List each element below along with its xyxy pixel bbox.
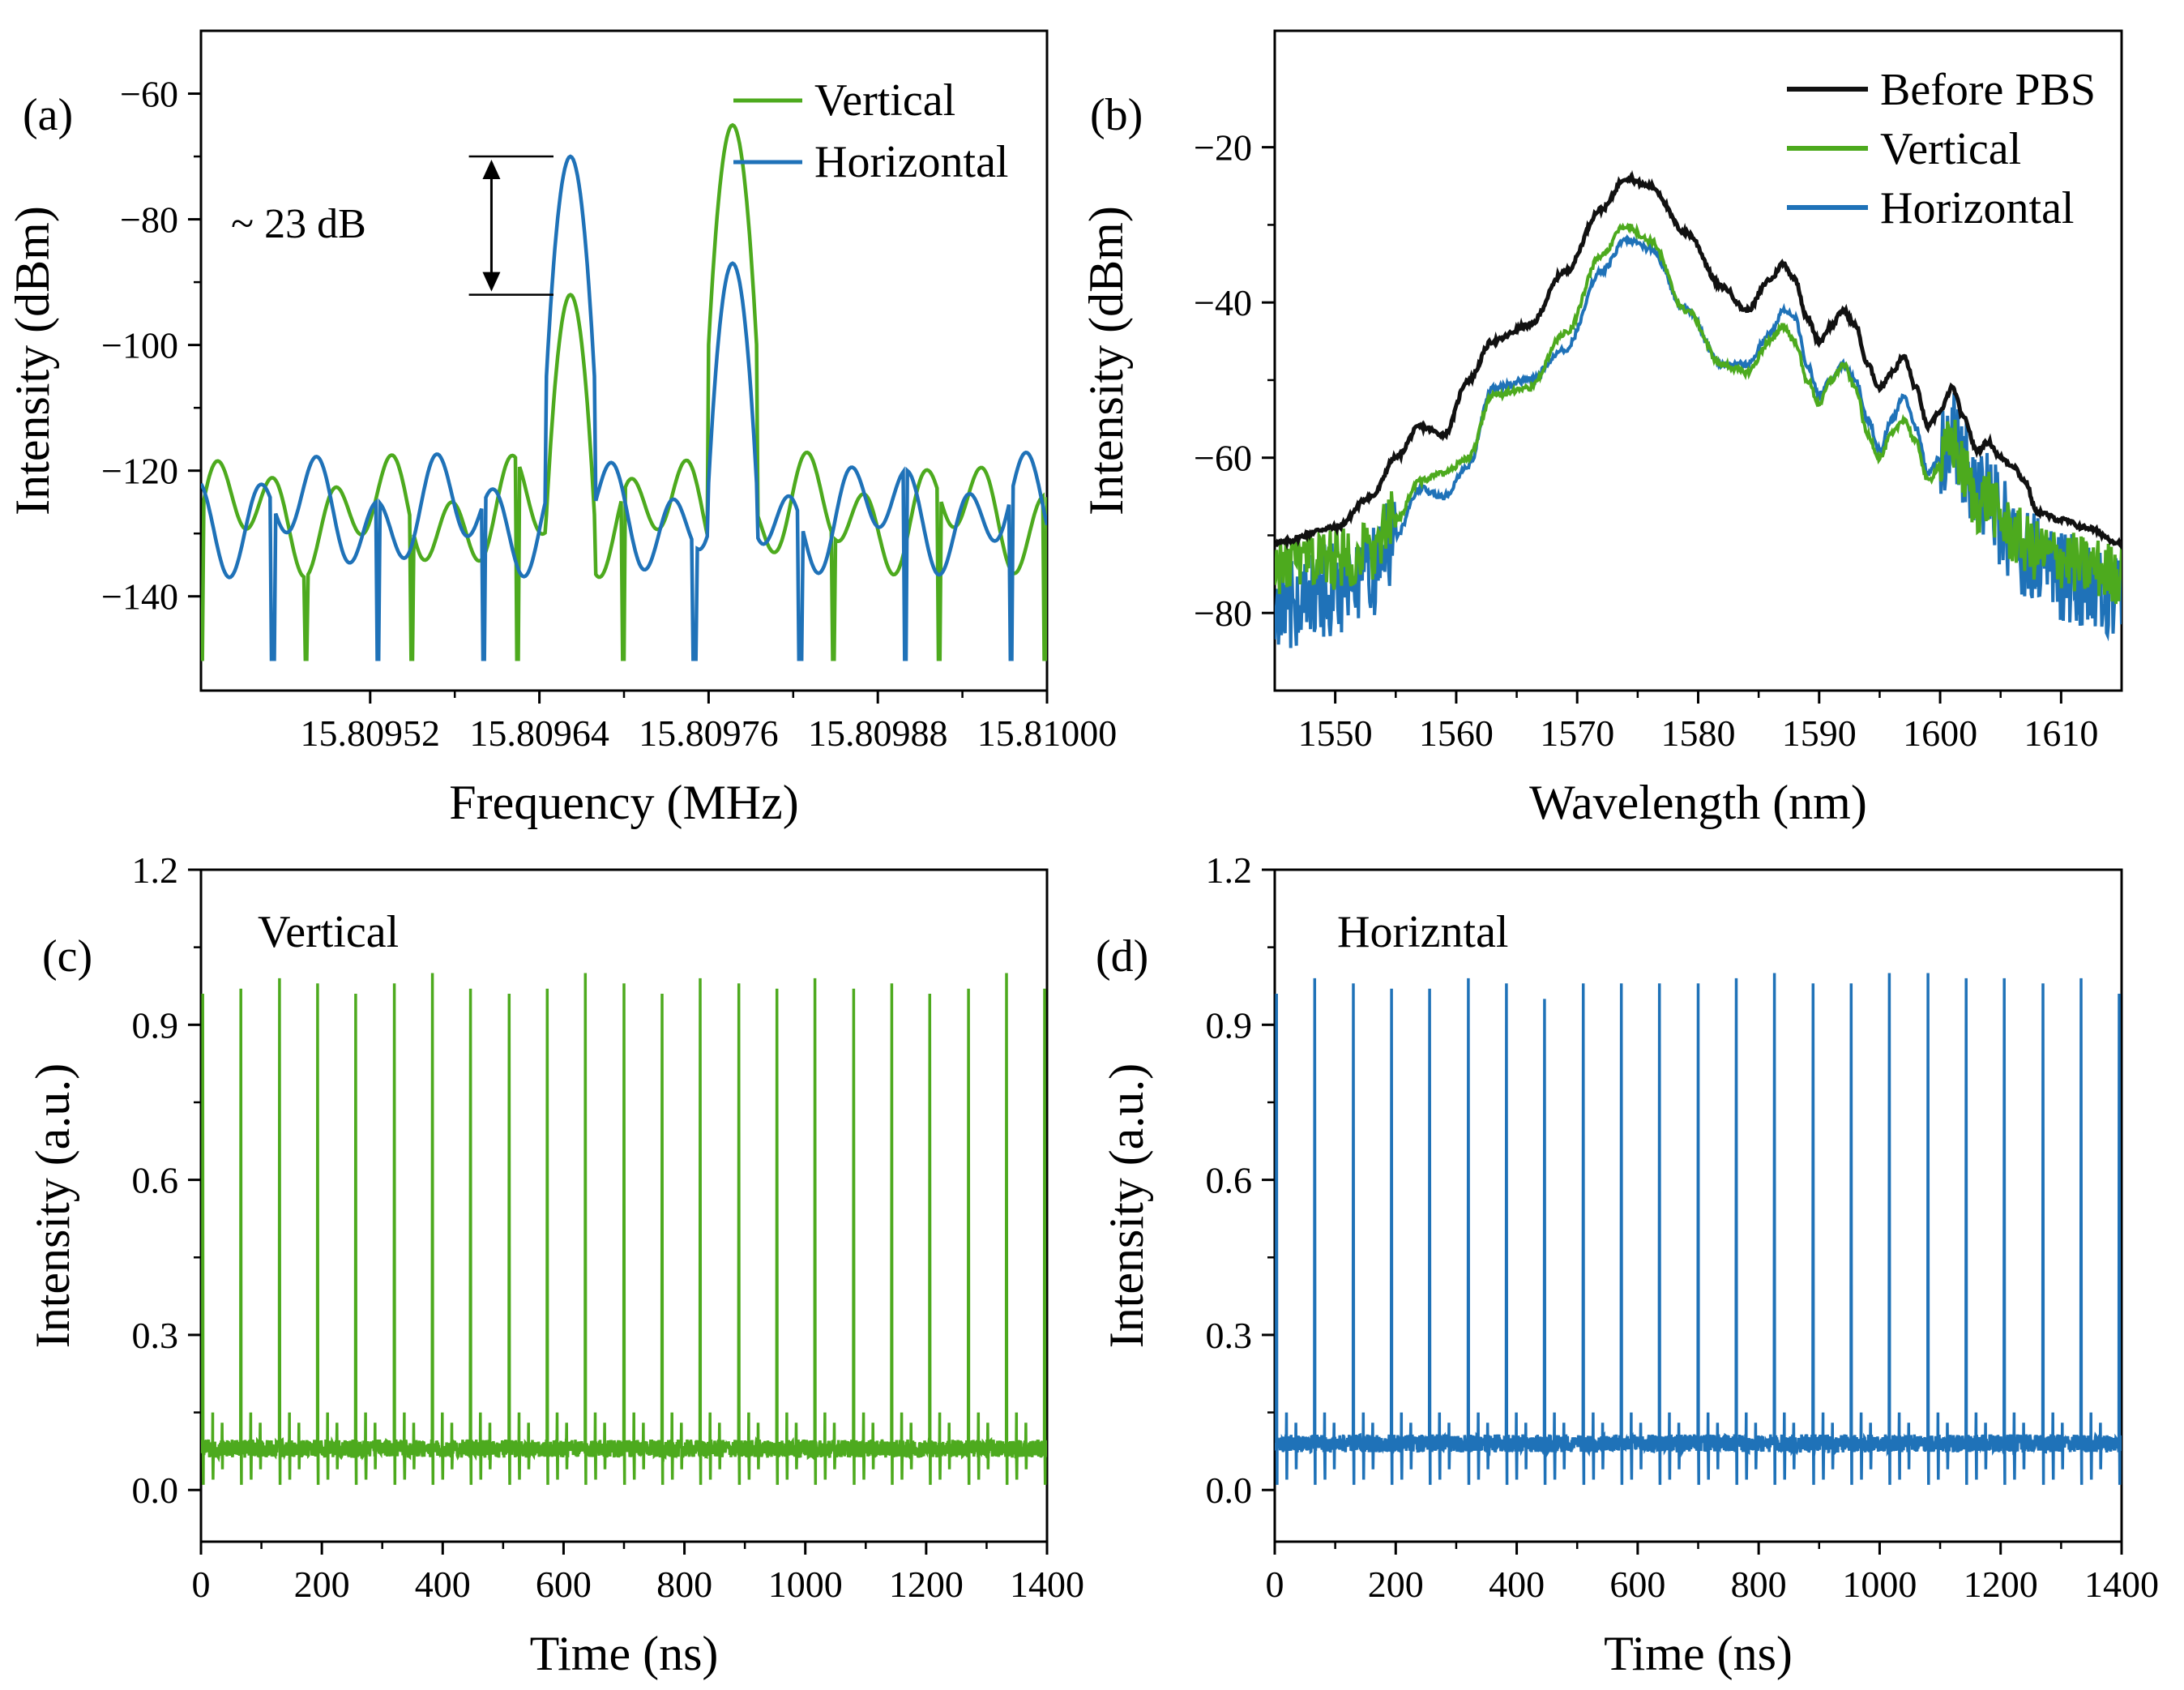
panel-title: Vertical	[258, 907, 399, 957]
y-tick-label: 0.3	[132, 1315, 179, 1356]
y-tick-label: 0.3	[1206, 1315, 1253, 1356]
x-tick-label: 15.80964	[469, 712, 609, 754]
y-tick-label: −120	[101, 451, 178, 492]
panel-label: (c)	[42, 931, 92, 982]
x-tick-label: 800	[656, 1564, 712, 1605]
panel-d: 0 200 400 600 800 1000 1200 1400 0.0 0.3 0.6 0.9 1.2…	[1096, 849, 2159, 1680]
x-axis-label: Time (ns)	[1604, 1627, 1793, 1680]
y-tick-label: −20	[1194, 127, 1252, 169]
legend-label: Horizontal	[1880, 183, 2074, 233]
legend-label: Horizontal	[814, 137, 1008, 187]
x-axis-label: Frequency (MHz)	[449, 776, 799, 829]
x-tick-label: 1200	[889, 1564, 964, 1605]
legend-label: Before PBS	[1880, 65, 2096, 115]
x-tick-label: 400	[1489, 1564, 1545, 1605]
x-tick-label: 1610	[2024, 712, 2098, 754]
y-tick-label: 1.2	[132, 849, 179, 891]
x-tick-label: 800	[1731, 1564, 1787, 1605]
y-axis-label: Intensity (a.u.)	[1100, 1063, 1153, 1349]
annotation-arrow-head-up	[482, 160, 501, 180]
y-tick-label: 0.6	[1206, 1160, 1253, 1201]
x-tick-label: 15.80976	[639, 712, 779, 754]
x-axis-label: Wavelength (nm)	[1529, 776, 1867, 829]
y-tick-label: −60	[120, 74, 178, 115]
x-axis-label: Time (ns)	[530, 1627, 719, 1680]
panel-label: (d)	[1096, 931, 1148, 982]
x-tick-label: 15.80952	[301, 712, 441, 754]
x-tick-label: 1000	[1842, 1564, 1917, 1605]
series-line-horizontal	[1275, 233, 2122, 648]
y-tick-label: 1.2	[1206, 849, 1253, 891]
y-tick-label: −140	[101, 576, 178, 618]
y-tick-label: −60	[1194, 438, 1252, 479]
legend-label: Vertical	[814, 75, 955, 126]
x-tick-label: 1400	[1010, 1564, 1084, 1605]
panel-b: 1550 1560 1570 1580 1590 1600 1610 −80 −60 −40 −20…	[1079, 29, 2123, 829]
y-tick-label: −40	[1194, 282, 1252, 323]
y-tick-label: −80	[1194, 593, 1252, 634]
legend-label: Vertical	[1880, 124, 2021, 174]
x-tick-label: 1570	[1540, 712, 1614, 754]
y-tick-label: 0.9	[1206, 1004, 1253, 1046]
y-axis-label: Intensity (a.u.)	[26, 1063, 79, 1349]
y-tick-label: 0.6	[132, 1160, 179, 1201]
annotation-text: ~ 23 dB	[231, 201, 366, 247]
x-tick-label: 15.80988	[808, 712, 948, 754]
y-axis-label: Intensity (dBm)	[6, 206, 59, 516]
y-tick-label: 0.0	[132, 1470, 179, 1511]
y-tick-label: −80	[120, 199, 178, 241]
series-line-before-pbs	[1275, 169, 2122, 551]
panel-c: 0 200 400 600 800 1000 1200 1400 0.0 0.3 0.6 0.9 1.2…	[26, 849, 1084, 1680]
annotation-arrow-head-down	[482, 272, 501, 292]
x-tick-label: 600	[1609, 1564, 1665, 1605]
x-tick-label: 400	[415, 1564, 471, 1605]
y-tick-label: −100	[101, 325, 178, 366]
y-tick-label: 0.9	[132, 1004, 179, 1046]
series-line-vertical	[201, 973, 1047, 1485]
x-tick-label: 1550	[1298, 712, 1373, 754]
x-tick-label: 1580	[1661, 712, 1736, 754]
x-tick-label: 1590	[1782, 712, 1857, 754]
panel-a: 15.80952 15.80964 15.80976 15.80988 15.81000…	[6, 29, 1118, 829]
y-tick-label: 0.0	[1206, 1470, 1253, 1511]
panel-label: (b)	[1090, 90, 1143, 140]
x-tick-label: 0	[1266, 1564, 1284, 1605]
y-axis-label: Intensity (dBm)	[1079, 206, 1133, 516]
x-tick-label: 200	[1368, 1564, 1424, 1605]
series-line-horizontal	[1275, 973, 2122, 1485]
x-tick-label: 1200	[1964, 1564, 2038, 1605]
x-tick-label: 1000	[768, 1564, 843, 1605]
x-tick-label: 1600	[1903, 712, 1977, 754]
panel-title: Horizntal	[1337, 907, 1508, 957]
x-tick-label: 1560	[1419, 712, 1494, 754]
x-tick-label: 200	[294, 1564, 350, 1605]
series-line-horizontal	[201, 154, 1047, 661]
series-line-vertical	[1275, 222, 2122, 605]
x-tick-label: 600	[536, 1564, 592, 1605]
x-tick-label: 0	[192, 1564, 211, 1605]
panel-label: (a)	[23, 90, 73, 140]
x-tick-label: 1400	[2084, 1564, 2159, 1605]
x-tick-label: 15.81000	[977, 712, 1118, 754]
